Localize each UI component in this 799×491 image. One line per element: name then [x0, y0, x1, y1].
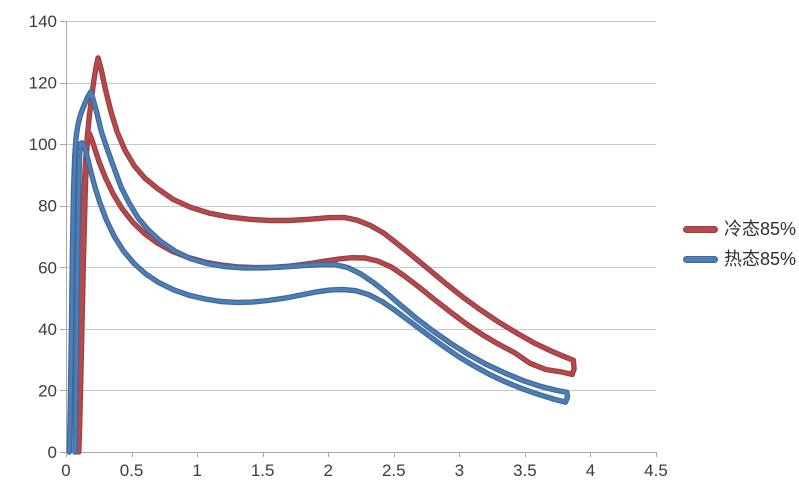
- x-tick-label: 4.5: [644, 461, 668, 480]
- y-tick-label: 40: [38, 320, 57, 339]
- x-tick-label: 0: [61, 461, 70, 480]
- series-line-1: [67, 90, 570, 454]
- y-tick-label: 60: [38, 258, 57, 277]
- x-tick-label: 2: [323, 461, 332, 480]
- x-tick-label: 1.5: [251, 461, 275, 480]
- legend-item-hot: 热态85%: [684, 249, 796, 270]
- x-tick-label: 3: [455, 461, 464, 480]
- x-tick-label: 1: [192, 461, 201, 480]
- legend: 冷态85% 热态85%: [684, 219, 796, 270]
- y-tick-label: 20: [38, 381, 57, 400]
- legend-label-cold: 冷态85%: [724, 219, 797, 239]
- series-line-0: [74, 56, 576, 454]
- legend-label-hot: 热态85%: [724, 249, 797, 269]
- y-tick-label: 140: [29, 12, 57, 31]
- y-tick-label: 120: [29, 74, 57, 93]
- x-tick-label: 3.5: [513, 461, 537, 480]
- legend-swatch-cold: [684, 227, 717, 232]
- y-tick-label: 0: [48, 443, 57, 462]
- x-tick-label: 2.5: [382, 461, 406, 480]
- legend-swatch-hot: [684, 257, 717, 262]
- series-line-0-edge: [73, 55, 577, 455]
- legend-item-cold: 冷态85%: [684, 219, 796, 240]
- y-tick-label: 80: [38, 197, 57, 216]
- y-tick-label: 100: [29, 135, 57, 154]
- x-tick-label: 0.5: [120, 461, 144, 480]
- x-tick-label: 4: [586, 461, 595, 480]
